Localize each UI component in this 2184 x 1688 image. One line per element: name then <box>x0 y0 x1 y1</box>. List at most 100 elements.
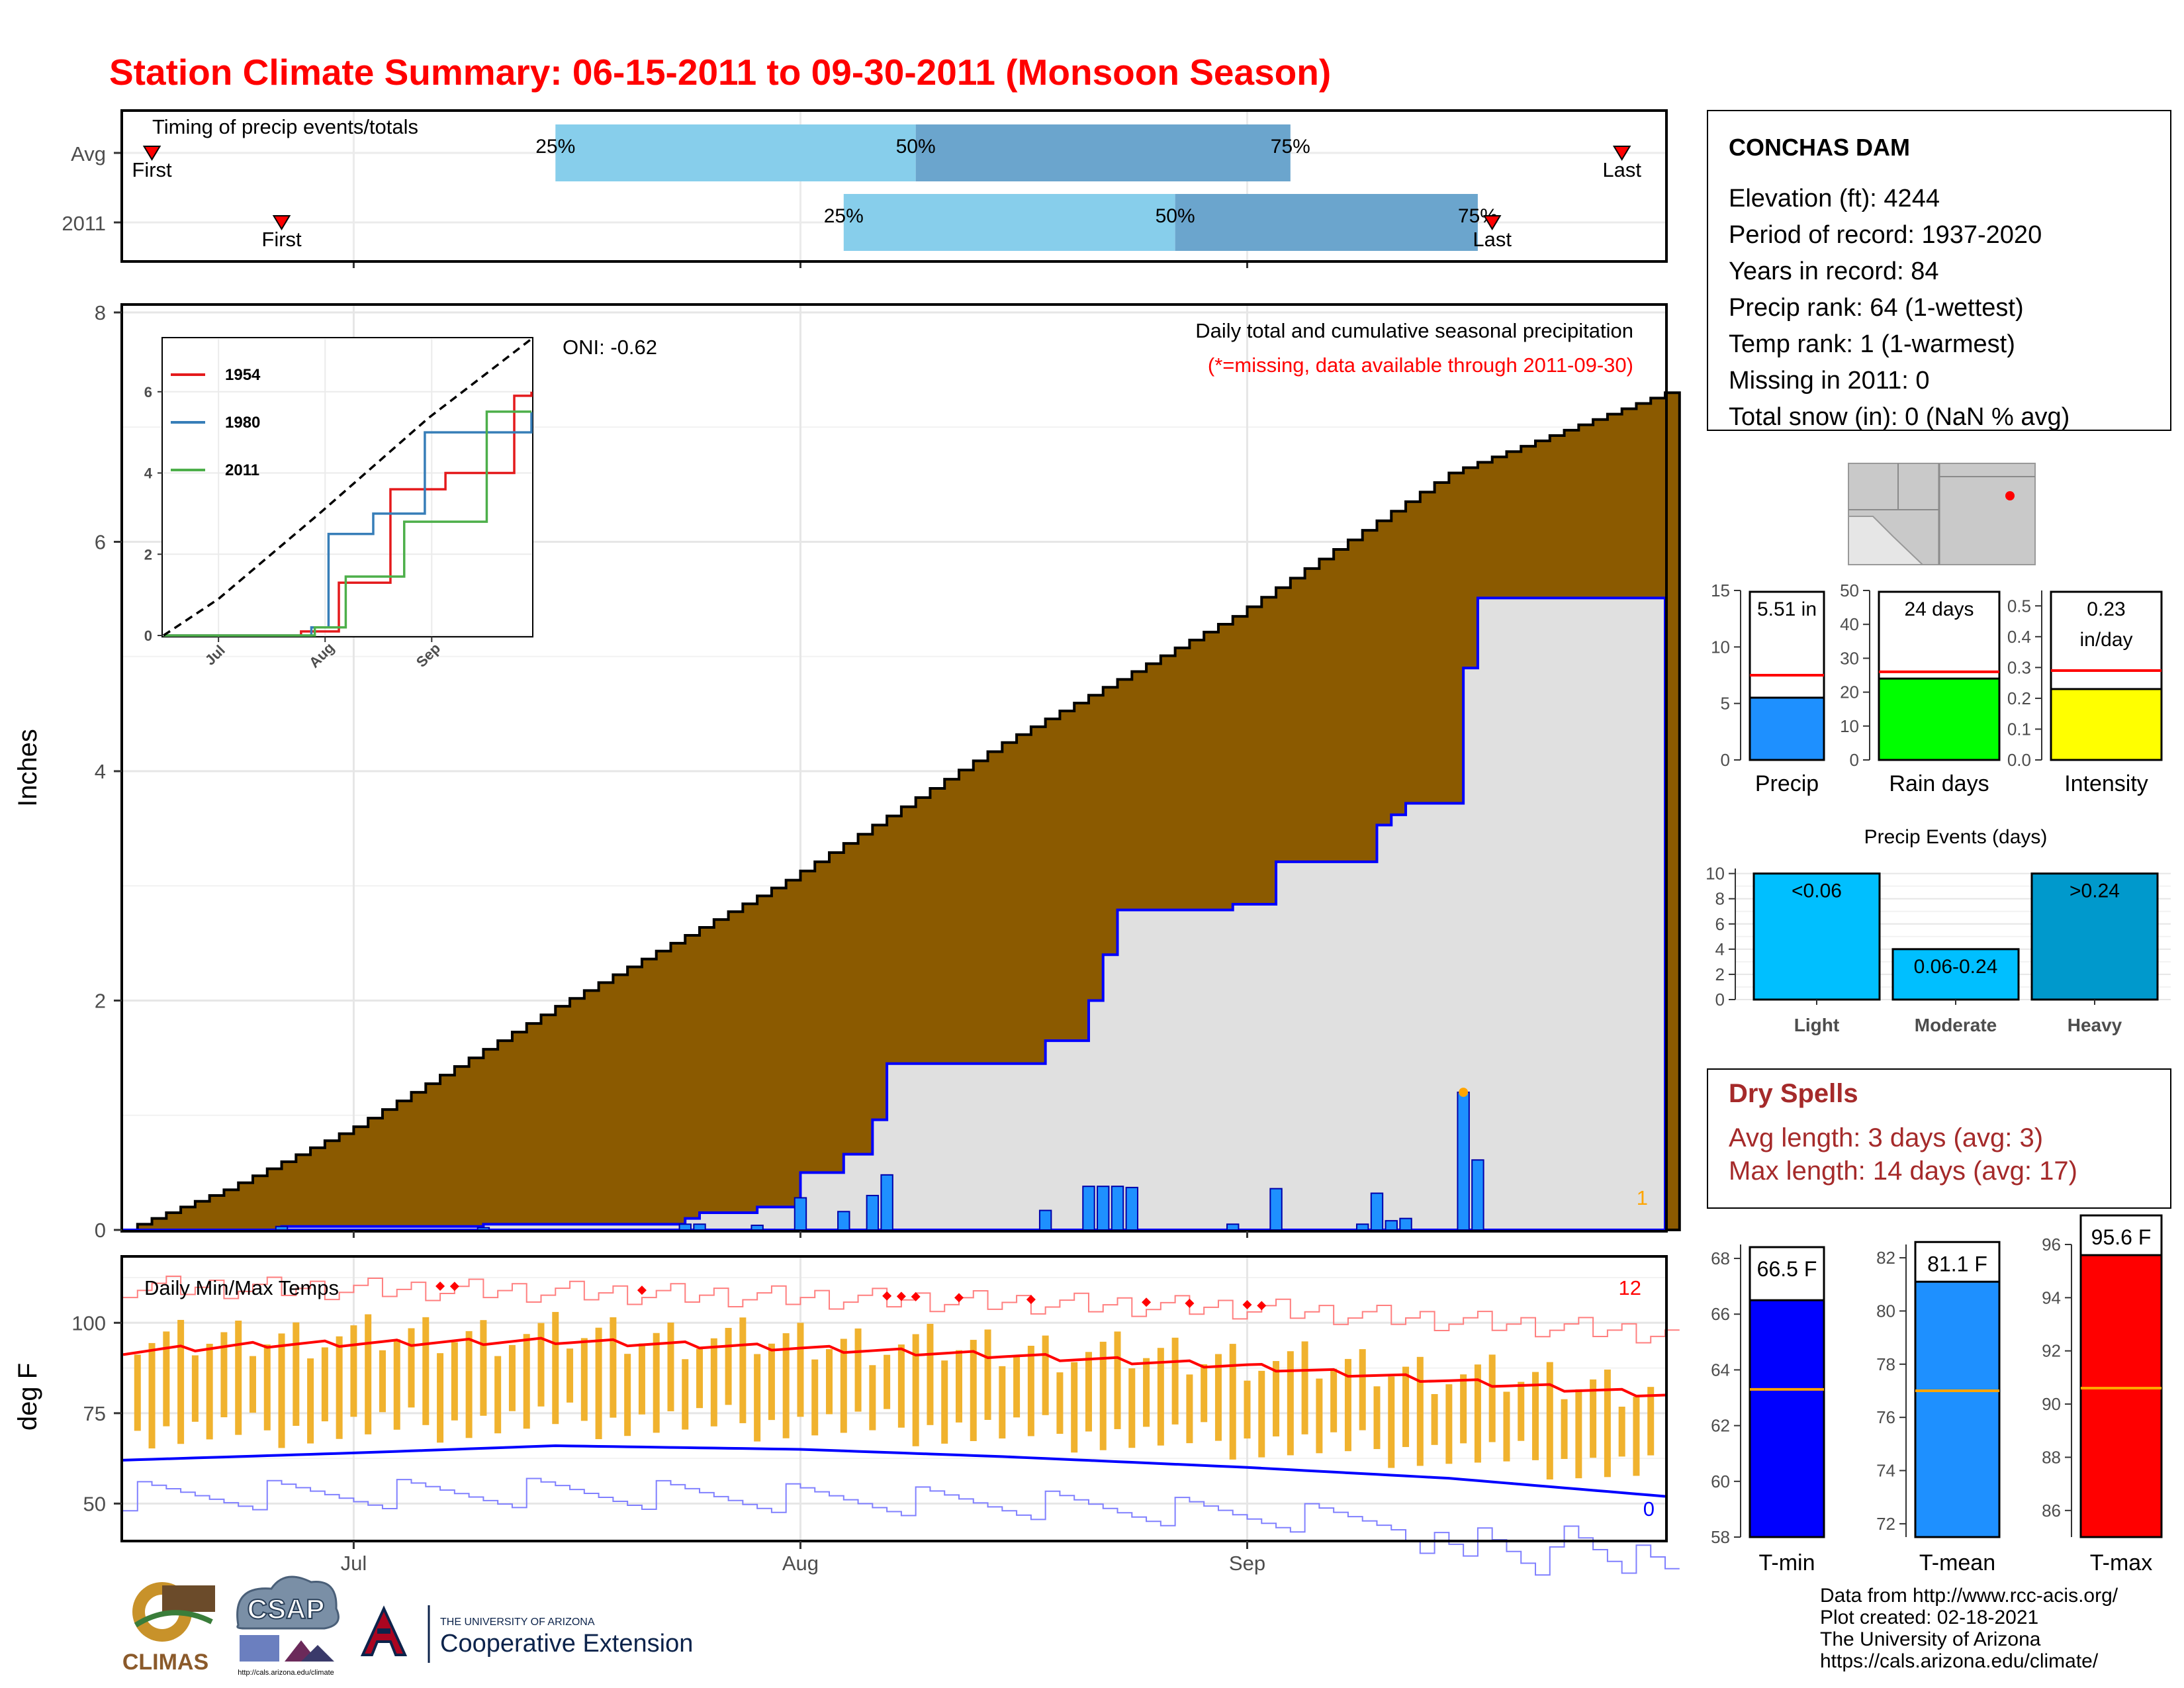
daily-temp-bar <box>1157 1348 1164 1446</box>
daily-temp-bar <box>580 1338 588 1421</box>
daily-temp-bar <box>1618 1407 1625 1457</box>
precip-corner-count: 1 <box>1637 1186 1648 1209</box>
summary-y-tick-label: 30 <box>1840 648 1859 668</box>
daily-temp-bar <box>826 1349 833 1415</box>
daily-precip-bar <box>693 1223 706 1231</box>
precip-y-tick-label: 0 <box>95 1219 106 1242</box>
events-category-label: Light <box>1794 1015 1839 1035</box>
summary-y-tick-label: 0 <box>1850 750 1859 770</box>
timing-row-label-avg: Avg <box>71 142 106 165</box>
inset-y-tick-label: 0 <box>144 628 152 644</box>
daily-temp-bar <box>1518 1382 1525 1441</box>
daily-temp-bar <box>465 1331 473 1438</box>
events-y-tick-label: 2 <box>1715 964 1725 984</box>
record-high-marker <box>435 1282 445 1291</box>
csap-logo: CSAP http://cals.arizona.edu/climate <box>236 1575 340 1677</box>
summary-y-tick-label: 40 <box>1840 614 1859 634</box>
daily-temp-bar <box>782 1333 790 1438</box>
daily-temp-bar <box>163 1331 170 1427</box>
temp-y-tick-label: 74 <box>1876 1461 1895 1481</box>
precip-panel-title: Daily total and cumulative seasonal prec… <box>1195 319 1633 342</box>
max-precip-marker <box>1459 1088 1469 1098</box>
temp-bar-value-label: 81.1 F <box>1927 1252 1987 1276</box>
summary-y-tick-label: 50 <box>1840 581 1859 600</box>
temp-bar-label: T-mean <box>1919 1550 1995 1575</box>
daily-precip-bar <box>1125 1186 1139 1231</box>
daily-precip-bar <box>1111 1186 1124 1231</box>
daily-temp-bar <box>1042 1335 1049 1415</box>
summary-bar-intensity: 0.0 0.1 0.2 0.3 0.4 0.5 0.23 in/day Intensity <box>2007 590 2171 796</box>
summary-bars: 0 5 10 15 5.51 in Precip 0 10 20 30 40 50 24 days Rai… <box>1711 581 2171 796</box>
summary-y-tick-label: 15 <box>1711 581 1730 600</box>
daily-temp-bar <box>811 1359 819 1436</box>
climas-logo-text: CLIMAS <box>122 1650 208 1675</box>
daily-temp-bar <box>754 1354 761 1442</box>
temp-bar-value <box>2079 1254 2163 1538</box>
station-line: Missing in 2011: 0 <box>1729 367 1929 395</box>
summary-y-tick-label: 0.1 <box>2007 719 2031 739</box>
daily-temp-bar <box>682 1359 689 1430</box>
daily-temp-bar <box>1445 1384 1453 1464</box>
daily-temp-bar <box>595 1327 602 1440</box>
daily-temp-bar <box>523 1334 530 1429</box>
daily-precip-bar <box>1471 1159 1484 1231</box>
daily-temp-bar <box>1503 1391 1510 1462</box>
daily-temp-bar <box>927 1323 934 1425</box>
daily-precip-bar <box>1399 1217 1412 1231</box>
station-info-box: CONCHAS DAM Elevation (ft): 4244 Period … <box>1707 110 2171 431</box>
station-line: Elevation (ft): 4244 <box>1729 185 1940 212</box>
daily-temp-bar <box>984 1329 991 1420</box>
daily-temp-bar <box>1143 1358 1150 1427</box>
daily-temp-bar <box>854 1328 862 1412</box>
inset-y-tick-label: 4 <box>144 465 153 482</box>
daily-precip-bar <box>880 1174 893 1231</box>
temp-bar-t-max: 86 88 90 92 94 96 95.6 F T-max <box>2042 1214 2171 1575</box>
daily-precip-bar <box>866 1195 880 1231</box>
daily-temp-bar <box>1287 1351 1294 1456</box>
daily-temp-bar <box>638 1343 645 1415</box>
events-y-tick-label: 8 <box>1715 889 1725 909</box>
footer-credits: Data from http://www.rcc-acis.org/ Plot … <box>1820 1585 2118 1672</box>
temp-y-tick-label: 58 <box>1711 1527 1730 1547</box>
precip-panel: 0 2 4 6 8 Inches Daily total and cumulative … <box>13 301 1681 1242</box>
precip-events-chart: Precip Events (days) 0 2 4 6 8 10 <0.06 Light 0.… <box>1706 826 2171 1035</box>
daily-temp-bar <box>1027 1346 1034 1436</box>
daily-temp-bar <box>912 1334 919 1446</box>
inset-x-tick-label: Jul <box>202 642 228 669</box>
daily-temp-bar <box>1373 1386 1381 1450</box>
daily-precip-bar <box>751 1225 764 1231</box>
summary-bar-precip: 0 5 10 15 5.51 in Precip <box>1711 581 1833 796</box>
summary-y-tick-label: 0.4 <box>2007 627 2031 647</box>
daily-temp-bar <box>451 1342 458 1421</box>
inset-line-1954 <box>163 391 533 637</box>
daily-temp-bar <box>220 1332 228 1417</box>
summary-bar-value-label: in/day <box>2079 629 2132 651</box>
quartile-label: 50% <box>1156 205 1195 227</box>
station-location-dot <box>2005 491 2015 500</box>
daily-temp-bar <box>1085 1352 1092 1432</box>
daily-temp-bar <box>1532 1372 1539 1460</box>
inset-cumulative-chart: 0 2 4 6 Jul Aug Sep 1954 1980 2011 <box>144 337 533 671</box>
record-high-marker <box>896 1291 906 1301</box>
quartile-label: 50% <box>896 136 936 158</box>
daily-temp-bar <box>696 1348 704 1409</box>
temp-panel: 50 75 100 deg F Daily Min/Max Temps 12 0 J… <box>13 1255 1680 1576</box>
events-y-tick-label: 10 <box>1706 864 1725 884</box>
daily-temp-bar <box>1316 1378 1323 1454</box>
daily-temp-bar <box>408 1328 415 1408</box>
daily-temp-bar <box>437 1353 444 1443</box>
quartile-label: 25% <box>535 136 575 158</box>
temp-y-axis-label: deg F <box>13 1363 42 1430</box>
record-high-marker <box>1142 1297 1152 1307</box>
station-line: Precip rank: 64 (1-wettest) <box>1729 294 2024 322</box>
quartile-label: 25% <box>824 205 864 227</box>
daily-temp-bar <box>1273 1361 1280 1436</box>
inset-x-tick-label: Aug <box>306 639 338 671</box>
daily-precip-bar <box>1370 1192 1384 1231</box>
precip-y-tick-label: 4 <box>95 760 106 783</box>
summary-y-tick-label: 0 <box>1721 750 1730 770</box>
quartile-label: 75% <box>1271 136 1310 158</box>
station-line: Years in record: 84 <box>1729 258 1939 285</box>
daily-temp-bar <box>537 1323 545 1407</box>
daily-temp-bar <box>1214 1354 1222 1441</box>
